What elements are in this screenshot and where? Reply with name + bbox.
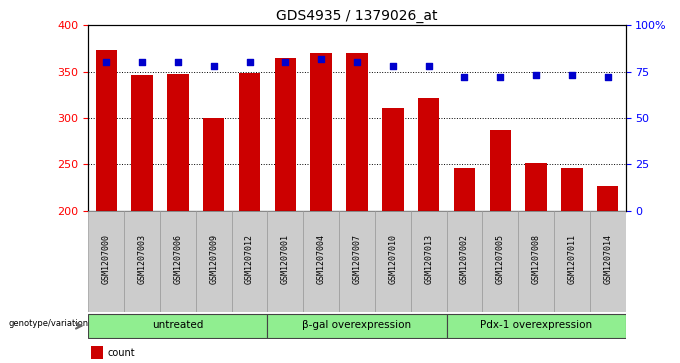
Bar — [339, 211, 375, 312]
Text: GSM1207007: GSM1207007 — [352, 234, 362, 284]
Bar — [346, 53, 368, 211]
Point — [602, 74, 613, 80]
Text: GSM1207012: GSM1207012 — [245, 234, 254, 284]
Bar — [447, 314, 626, 338]
Bar — [382, 108, 403, 211]
Point — [316, 56, 326, 62]
Point — [244, 60, 255, 65]
Bar — [303, 211, 339, 312]
Text: count: count — [107, 348, 135, 358]
Bar — [554, 211, 590, 312]
Text: GSM1207001: GSM1207001 — [281, 234, 290, 284]
Bar — [239, 73, 260, 211]
Text: GSM1207003: GSM1207003 — [137, 234, 147, 284]
Bar — [275, 58, 296, 211]
Text: GSM1207011: GSM1207011 — [567, 234, 577, 284]
Bar — [96, 50, 117, 211]
Point — [208, 63, 219, 69]
Bar — [91, 346, 103, 359]
Point — [280, 60, 291, 65]
Bar — [232, 211, 267, 312]
Point — [530, 73, 541, 78]
Bar — [411, 211, 447, 312]
Bar — [124, 211, 160, 312]
Text: Pdx-1 overexpression: Pdx-1 overexpression — [480, 320, 592, 330]
Bar — [526, 163, 547, 211]
Bar — [447, 211, 482, 312]
Point — [137, 60, 148, 65]
Point — [101, 60, 112, 65]
Bar — [482, 211, 518, 312]
Bar — [160, 211, 196, 312]
Bar — [418, 98, 439, 211]
Bar — [267, 314, 447, 338]
Text: GSM1207010: GSM1207010 — [388, 234, 397, 284]
Point — [173, 60, 184, 65]
Text: GSM1207005: GSM1207005 — [496, 234, 505, 284]
Text: GSM1207000: GSM1207000 — [102, 234, 111, 284]
Bar — [597, 187, 618, 211]
Point — [423, 63, 434, 69]
Bar — [590, 211, 626, 312]
Bar — [196, 211, 232, 312]
Bar — [88, 314, 267, 338]
Point — [388, 63, 398, 69]
Text: GSM1207008: GSM1207008 — [532, 234, 541, 284]
Bar — [267, 211, 303, 312]
Text: GSM1207002: GSM1207002 — [460, 234, 469, 284]
Bar — [561, 168, 583, 211]
Bar — [167, 74, 188, 211]
Text: β-gal overexpression: β-gal overexpression — [303, 320, 411, 330]
Point — [352, 60, 362, 65]
Bar — [518, 211, 554, 312]
Text: untreated: untreated — [152, 320, 203, 330]
Bar — [490, 130, 511, 211]
Text: genotype/variation: genotype/variation — [9, 319, 88, 327]
Title: GDS4935 / 1379026_at: GDS4935 / 1379026_at — [276, 9, 438, 23]
Point — [495, 74, 506, 80]
Bar — [203, 118, 224, 211]
Bar — [311, 53, 332, 211]
Text: GSM1207013: GSM1207013 — [424, 234, 433, 284]
Point — [459, 74, 470, 80]
Bar — [88, 211, 124, 312]
Text: GSM1207014: GSM1207014 — [603, 234, 612, 284]
Text: GSM1207006: GSM1207006 — [173, 234, 182, 284]
Text: GSM1207004: GSM1207004 — [317, 234, 326, 284]
Bar — [454, 168, 475, 211]
Text: GSM1207009: GSM1207009 — [209, 234, 218, 284]
Bar — [131, 76, 153, 211]
Point — [566, 73, 577, 78]
Bar — [375, 211, 411, 312]
